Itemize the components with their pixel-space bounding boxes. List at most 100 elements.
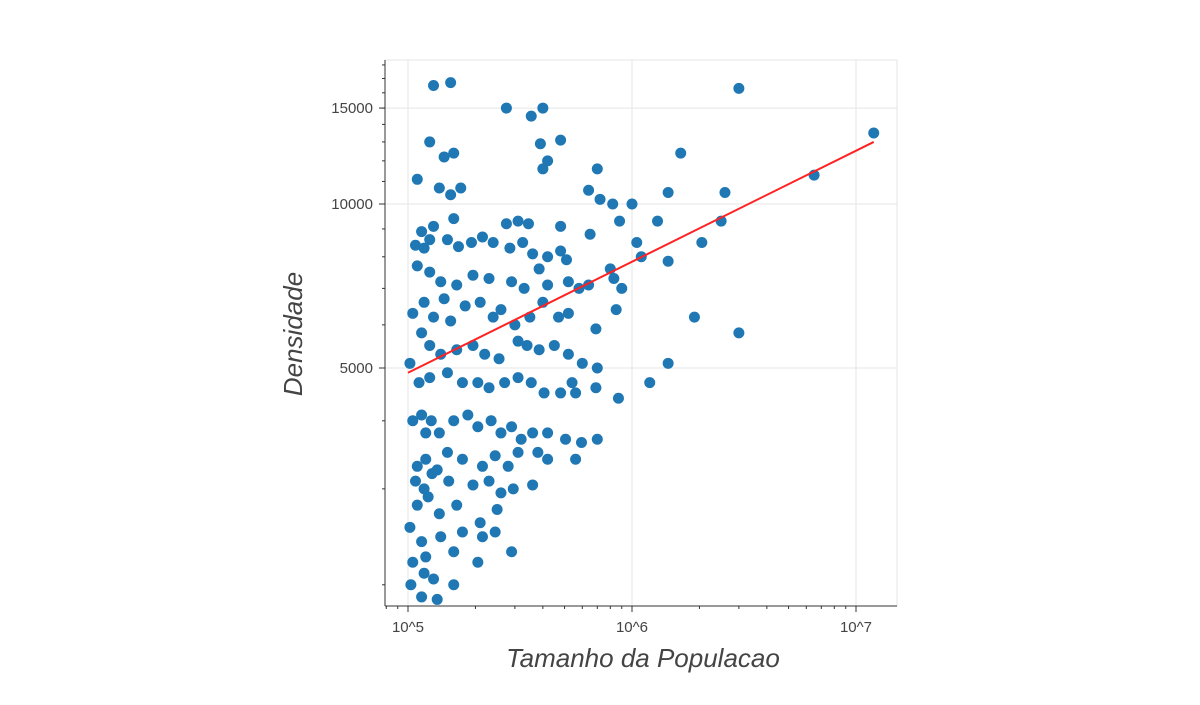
data-point [425,415,437,427]
data-point [474,296,486,308]
data-point [517,236,529,248]
data-point [431,593,443,605]
data-point [433,182,445,194]
data-point [443,475,455,487]
data-point [515,433,527,445]
data-point [456,377,468,389]
data-point [495,427,507,439]
data-point [409,475,421,487]
data-point [495,304,507,316]
data-point [445,189,457,201]
data-point [532,446,544,458]
data-point [472,556,484,568]
data-point [542,427,554,439]
data-point [616,282,628,294]
data-point [542,453,554,465]
data-point [527,479,539,491]
data-point [448,546,460,558]
data-point [506,421,518,433]
data-point [416,409,428,421]
data-point [456,526,468,538]
y-axis-title: Densidade [278,272,308,396]
data-point [448,415,460,427]
data-point [416,591,428,603]
data-point [420,453,432,465]
data-point [448,147,460,159]
data-point [428,311,440,323]
data-point [518,282,530,294]
data-point [428,573,440,585]
data-point [614,215,626,227]
data-point [537,163,549,175]
data-point [506,276,518,288]
data-point [489,526,501,538]
data-point [459,300,471,312]
data-point [499,377,511,389]
data-point [555,387,567,399]
data-point [422,491,434,503]
data-point [418,567,430,579]
data-point [590,323,602,335]
data-point [487,236,499,248]
y-tick-label: 15000 [331,100,373,117]
data-point [512,215,524,227]
data-point [583,184,595,196]
data-point [527,427,539,439]
data-point [594,193,606,205]
data-point [521,339,533,351]
data-point [491,503,503,515]
data-point [404,521,416,533]
data-point [522,218,534,230]
data-point [407,415,419,427]
data-point [452,241,464,253]
data-point [553,311,565,323]
data-point [418,296,430,308]
data-point [445,315,457,327]
data-point [527,248,539,260]
data-point [584,228,596,240]
data-point [476,531,488,543]
data-point [548,339,560,351]
data-point [562,276,574,288]
data-point [479,348,491,360]
data-point [662,357,674,369]
data-point [472,421,484,433]
data-point [562,307,574,319]
data-point [413,377,425,389]
data-point [504,242,516,254]
data-point [448,579,460,591]
data-point [576,357,588,369]
grid [384,59,898,607]
data-point [506,546,518,558]
data-point [537,102,549,114]
data-point [560,254,572,266]
data-point [868,127,880,139]
data-point [474,517,486,529]
x-tick-label: 10^6 [616,619,648,636]
data-point [483,475,495,487]
fit-line [407,141,875,374]
data-point [662,255,674,267]
x-axis-title: Tamanho da Populacao [506,643,780,673]
data-point [555,245,567,257]
x-tick-label: 10^7 [840,619,872,636]
data-point [445,77,457,89]
data-point [533,263,545,275]
data-point [719,186,731,198]
data-points [404,77,880,605]
data-point [610,304,622,316]
data-point [418,242,430,254]
data-point [495,487,507,499]
data-point [404,357,416,369]
data-point [416,327,428,339]
data-point [441,234,453,246]
data-point [467,479,479,491]
data-point [507,483,519,495]
data-point [467,269,479,281]
data-point [411,499,423,511]
data-point [525,377,537,389]
data-point [451,279,463,291]
data-point [435,531,447,543]
data-point [416,226,428,238]
